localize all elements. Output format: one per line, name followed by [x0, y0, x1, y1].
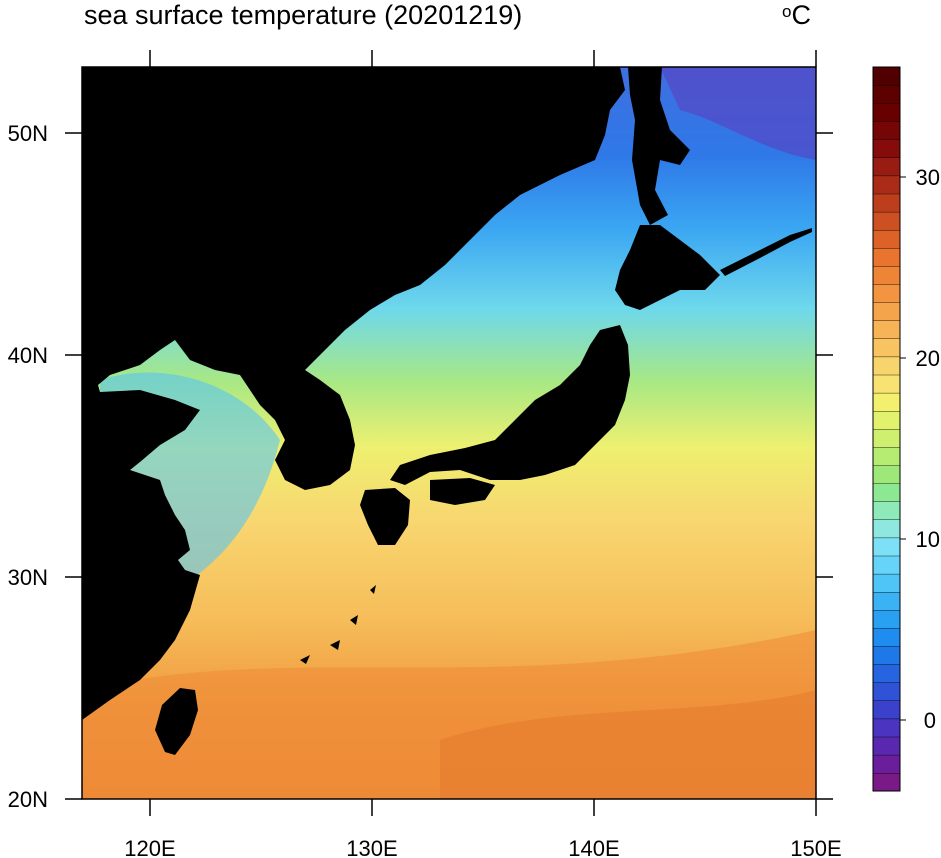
lon-tick-label: 140E — [568, 836, 619, 858]
degree-symbol: o — [782, 2, 792, 21]
colorbar-cell — [872, 302, 901, 321]
land-kuril-islands — [720, 228, 812, 276]
colorbar-cell — [872, 265, 901, 285]
lat-tick-label: 30N — [8, 565, 48, 590]
colorbar-cell — [872, 555, 901, 575]
colorbar-cell — [872, 483, 901, 502]
unit-label: oC — [782, 0, 811, 31]
colorbar-cell — [872, 284, 901, 303]
land-kyushu — [360, 488, 410, 545]
colorbar-cell — [872, 591, 901, 611]
colorbar-cell — [872, 718, 901, 738]
colorbar-cell — [872, 84, 901, 104]
lat-tick-label: 40N — [8, 343, 48, 368]
colorbar-cell — [872, 446, 901, 466]
colorbar-cell — [872, 320, 901, 339]
colorbar-cell — [872, 428, 901, 448]
colorbar-cell — [872, 609, 901, 629]
colorbar-cell — [872, 102, 901, 122]
colorbar-tick-label: 20 — [916, 346, 940, 371]
colorbar-cell — [872, 211, 901, 231]
colorbar-cells — [872, 66, 901, 792]
colorbar-cell — [872, 573, 901, 593]
land-asia — [82, 67, 625, 720]
land-shikoku — [430, 478, 495, 505]
warm-sst-region — [440, 690, 816, 799]
colorbar-cell — [872, 700, 901, 720]
colorbar-cell — [872, 374, 901, 394]
land-korea — [240, 370, 355, 490]
colorbar-cell — [872, 410, 901, 430]
map-frame — [81, 66, 817, 800]
lon-tick-label: 150E — [790, 836, 841, 858]
land-sakhalin — [628, 67, 690, 225]
unit-text: C — [791, 0, 811, 30]
map-plot-area — [82, 67, 816, 799]
map-title: sea surface temperature (20201219) — [84, 0, 523, 30]
lon-ticks — [149, 50, 817, 816]
colorbar-cell — [872, 356, 901, 376]
colorbar-cell — [872, 519, 901, 539]
land-taiwan — [155, 688, 198, 755]
colorbar-cell — [872, 465, 901, 484]
colorbar-cell — [872, 121, 901, 140]
colorbar-frame — [872, 66, 901, 792]
lon-tick-label: 120E — [124, 836, 175, 858]
colorbar-cell — [872, 664, 901, 683]
colorbar-cell — [872, 754, 901, 774]
colorbar-cell — [872, 627, 901, 647]
lat-tick-label: 50N — [8, 121, 48, 146]
lon-tick-label: 130E — [346, 836, 397, 858]
colorbar-cell — [872, 157, 901, 177]
colorbar-tick-label: 10 — [916, 527, 940, 552]
colorbar-ticks — [900, 176, 906, 721]
colorbar-cell — [872, 736, 901, 756]
colorbar-cell — [872, 392, 901, 412]
colorbar-cell — [872, 66, 901, 86]
colorbar-cell — [872, 229, 901, 249]
cold-sst-region — [660, 67, 816, 160]
lat-ticks — [65, 132, 833, 800]
colorbar-tick-label: 30 — [916, 165, 940, 190]
colorbar-cell — [872, 247, 901, 267]
colorbar-cell — [872, 501, 901, 520]
colorbar-cell — [872, 139, 901, 158]
colorbar-cell — [872, 682, 901, 702]
colorbar-cell — [872, 646, 901, 665]
colorbar-cell — [872, 537, 901, 557]
colorbar-cell — [872, 338, 901, 358]
lat-tick-label: 20N — [8, 787, 48, 812]
colorbar-cell — [872, 772, 901, 792]
land-honshu — [390, 325, 630, 485]
land-ryukyu-islands — [300, 585, 376, 664]
colorbar-cell — [872, 193, 901, 213]
colorbar-tick-label: 0 — [924, 708, 936, 733]
land-hokkaido — [615, 225, 720, 310]
colorbar-cell — [872, 175, 901, 195]
